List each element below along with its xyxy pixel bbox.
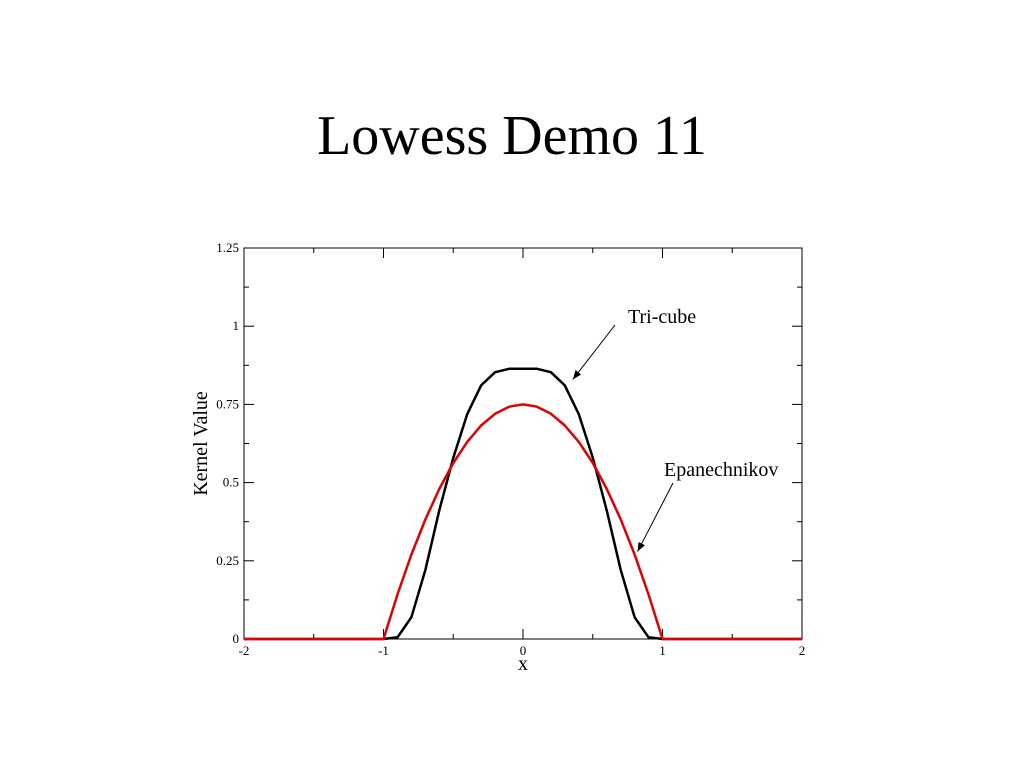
epanechnikov-arrow	[637, 482, 674, 552]
tricube-annotation: Tri-cube	[628, 306, 696, 328]
epanechnikov-curve	[244, 403, 802, 641]
x-tick-label: -1	[378, 643, 389, 658]
y-tick-label: 0.5	[223, 475, 239, 490]
x-tick-label: 0	[520, 643, 527, 658]
y-axis-label: Kernel Value	[190, 391, 212, 496]
y-tick-label: 0	[233, 631, 240, 646]
x-axis-label: x	[518, 653, 528, 675]
epanechnikov-annotation: Epanechnikov	[664, 459, 778, 481]
x-tick-label: -2	[239, 643, 250, 658]
y-tick-label: 1.25	[216, 240, 239, 255]
x-tick-label: 2	[799, 643, 806, 658]
plot-frame	[243, 247, 803, 640]
x-tick-label: 1	[659, 643, 666, 658]
tricube-curve	[244, 367, 802, 641]
y-tick-label: 0.25	[216, 553, 239, 568]
tricube-arrow	[572, 324, 616, 380]
y-tick-label: 1	[233, 318, 240, 333]
y-tick-label: 0.75	[216, 396, 239, 411]
slide-title: Lowess Demo 11	[317, 105, 707, 167]
